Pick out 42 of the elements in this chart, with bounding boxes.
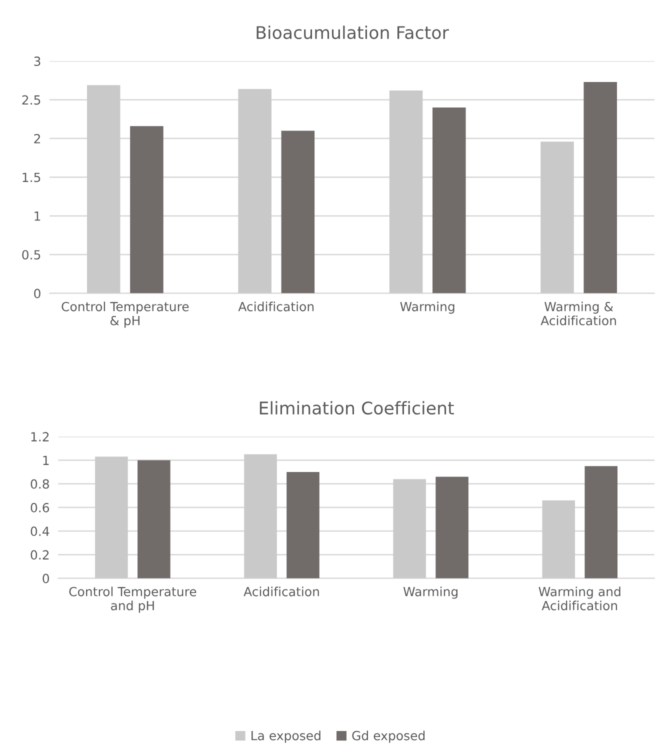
bar [138, 460, 170, 578]
bar [130, 126, 164, 294]
y-tick-label: 0.8 [30, 479, 49, 489]
chart-title: Bioacumulation Factor [256, 26, 449, 40]
bar [389, 90, 423, 294]
bar [244, 454, 277, 578]
y-tick-label: 0 [42, 574, 50, 584]
bar [87, 85, 120, 294]
bar [281, 130, 315, 294]
bar [95, 456, 128, 578]
y-tick-label: 2 [34, 134, 40, 144]
chart-title: Elimination Coefficient [260, 401, 454, 415]
bar [540, 142, 574, 294]
bar [436, 476, 468, 578]
y-tick-label: 0.2 [30, 550, 49, 560]
y-tick-label: 0.6 [30, 502, 50, 512]
y-tick-label: 3 [34, 56, 40, 66]
y-tick-label: 0 [34, 288, 40, 298]
y-tick-label: 2.5 [22, 95, 40, 105]
bar [542, 500, 576, 578]
x-tick-label: Control Temperature and pH [69, 586, 196, 613]
x-tick-label: Warming [400, 302, 454, 314]
y-tick-label: 1.5 [22, 172, 40, 182]
legend-label: La exposed [252, 730, 320, 743]
bar [286, 472, 320, 578]
x-tick-label: Acidification [244, 586, 319, 596]
bar [393, 479, 426, 578]
x-tick-label: Control Temperature & pH [62, 302, 189, 328]
x-tick-label: Warming [403, 586, 458, 599]
y-tick-label: 0.5 [22, 250, 40, 260]
y-tick-label: 1 [43, 456, 49, 465]
bar [432, 108, 466, 294]
x-tick-label: Warming and Acidification [538, 586, 620, 610]
legend-label: Gd exposed [352, 730, 425, 743]
y-tick-label: 1 [34, 212, 40, 221]
x-tick-label: Warming & Acidification [540, 302, 616, 326]
x-tick-label: Acidification [238, 302, 314, 312]
y-tick-label: 0.4 [30, 526, 50, 536]
bar [584, 82, 617, 294]
bar [238, 88, 272, 294]
y-tick-label: 1.2 [31, 432, 49, 442]
bar [584, 466, 618, 578]
